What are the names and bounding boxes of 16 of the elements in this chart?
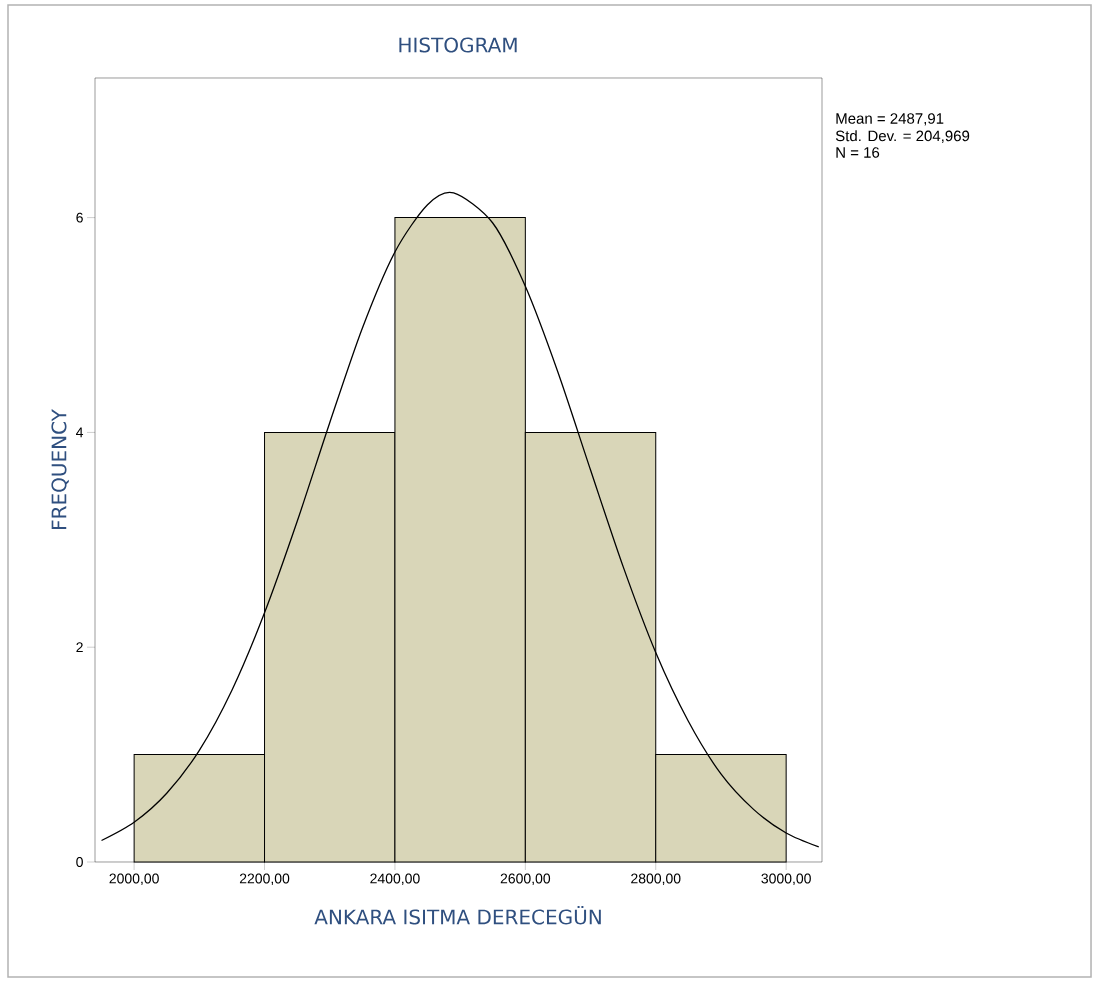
- y-tick-label: 4: [76, 427, 84, 438]
- x-tick-label: 2600,00: [500, 873, 551, 886]
- y-tick-label: 6: [76, 212, 83, 223]
- x-tick-label: 2200,00: [239, 873, 290, 886]
- y-tick-label: 2: [76, 642, 83, 653]
- chart-title: HISTOGRAM: [399, 37, 517, 53]
- text: Mean = 2487,91: [836, 113, 944, 126]
- x-tick-label: 2400,00: [370, 873, 420, 886]
- x-tick-label: 3000,00: [761, 873, 811, 886]
- x-tick-label: 2000,00: [109, 873, 159, 886]
- text: Std. Dev. = 204,969: [835, 130, 970, 143]
- x-tick-label: 2800,00: [631, 873, 681, 886]
- y-tick-label: 0: [76, 857, 83, 867]
- text: N = 16: [836, 147, 880, 158]
- x-axis-title: ANKARA ISITMA DERECEGÜN: [314, 905, 601, 925]
- y-axis-title: FREQUENCY: [51, 409, 69, 529]
